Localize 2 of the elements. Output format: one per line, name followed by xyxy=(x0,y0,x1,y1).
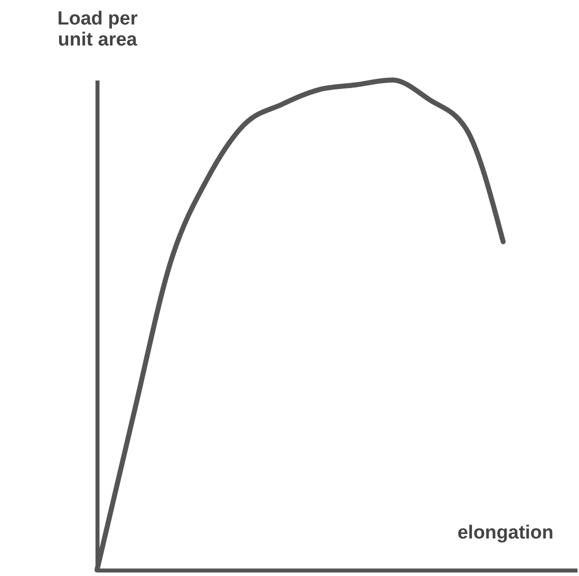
y-axis-title: Load per unit area xyxy=(57,8,138,50)
x-axis-title: elongation xyxy=(457,522,554,544)
